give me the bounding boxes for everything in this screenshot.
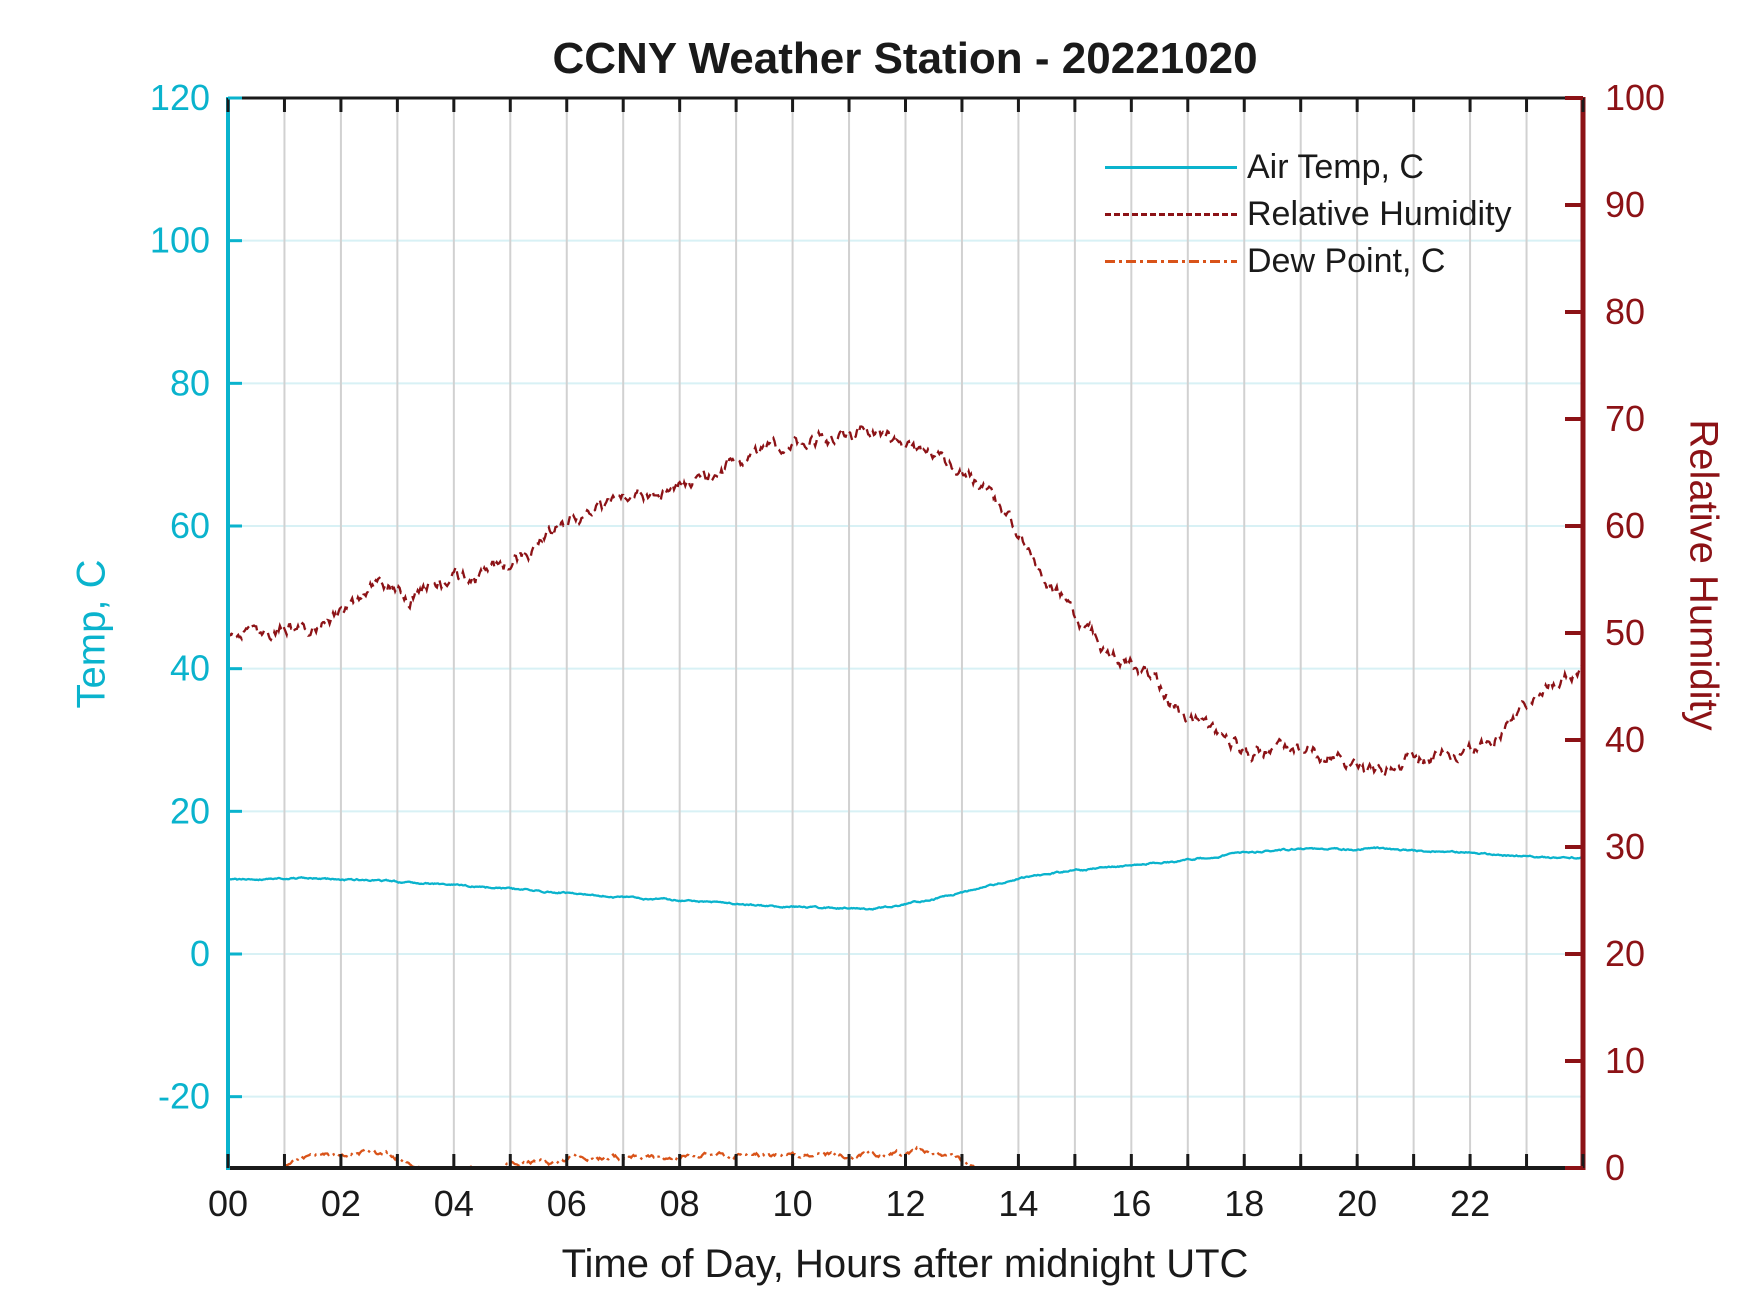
left-y-tick-label: 20 [170, 790, 210, 831]
x-tick-label: 16 [1111, 1183, 1151, 1224]
legend-label-dew-point: Dew Point, C [1247, 242, 1446, 280]
series-dew-point-c [283, 1145, 978, 1168]
legend-label-air-temp: Air Temp, C [1247, 148, 1424, 186]
right-y-tick-label: 10 [1605, 1040, 1645, 1081]
x-tick-label: 04 [434, 1183, 474, 1224]
tick-marks [226, 96, 1585, 1170]
right-y-tick-label: 70 [1605, 398, 1645, 439]
left-y-axis-label: Temp, C [69, 559, 114, 709]
x-axis-label: Time of Day, Hours after midnight UTC [561, 1242, 1249, 1286]
right-y-tick-label: 80 [1605, 291, 1645, 332]
left-y-tick-label: 100 [150, 220, 210, 261]
legend-item-air-temp: Air Temp, C [1105, 144, 1512, 191]
left-y-tick-label: 0 [190, 933, 210, 974]
right-y-tick-label: 40 [1605, 719, 1645, 760]
x-tick-label: 02 [321, 1183, 361, 1224]
relative-humidity-line-swatch [1105, 213, 1237, 216]
legend-item-relative-humidity: Relative Humidity [1105, 191, 1512, 238]
legend-label-relative-humidity: Relative Humidity [1247, 195, 1512, 233]
x-tick-label: 22 [1450, 1183, 1490, 1224]
right-y-tick-label: 90 [1605, 184, 1645, 225]
chart-title: CCNY Weather Station - 20221020 [552, 34, 1258, 83]
legend-item-dew-point: Dew Point, C [1105, 238, 1512, 285]
left-y-tick-label: -20 [158, 1076, 210, 1117]
x-tick-label: 20 [1337, 1183, 1377, 1224]
legend: Air Temp, C Relative Humidity Dew Point,… [1105, 144, 1512, 285]
right-y-tick-label: 0 [1605, 1147, 1625, 1188]
x-tick-label: 10 [773, 1183, 813, 1224]
left-y-tick-label: 60 [170, 505, 210, 546]
right-y-tick-label: 60 [1605, 505, 1645, 546]
right-y-tick-label: 50 [1605, 612, 1645, 653]
series-relative-humidity [228, 423, 1583, 781]
x-tick-label: 12 [885, 1183, 925, 1224]
right-y-tick-label: 20 [1605, 933, 1645, 974]
vertical-gridlines [283, 98, 1528, 1168]
x-tick-label: 00 [208, 1183, 248, 1224]
x-tick-label: 08 [660, 1183, 700, 1224]
dew-point-line-swatch [1105, 260, 1237, 263]
right-y-axis-label: Relative Humidity [1681, 419, 1726, 731]
left-y-tick-label: 80 [170, 362, 210, 403]
right-y-tick-label: 100 [1605, 77, 1665, 118]
right-y-tick-label: 30 [1605, 826, 1645, 867]
left-y-tick-label: 120 [150, 77, 210, 118]
series-air-temp-c [228, 846, 1583, 911]
air-temp-line-swatch [1105, 166, 1237, 169]
x-tick-label: 14 [998, 1183, 1038, 1224]
left-y-tick-label: 40 [170, 648, 210, 689]
tick-labels: 00 02 04 06 08 10 12 14 16 18 20 22-200204060801001… [150, 77, 1665, 1224]
x-tick-label: 18 [1224, 1183, 1264, 1224]
x-tick-label: 06 [547, 1183, 587, 1224]
